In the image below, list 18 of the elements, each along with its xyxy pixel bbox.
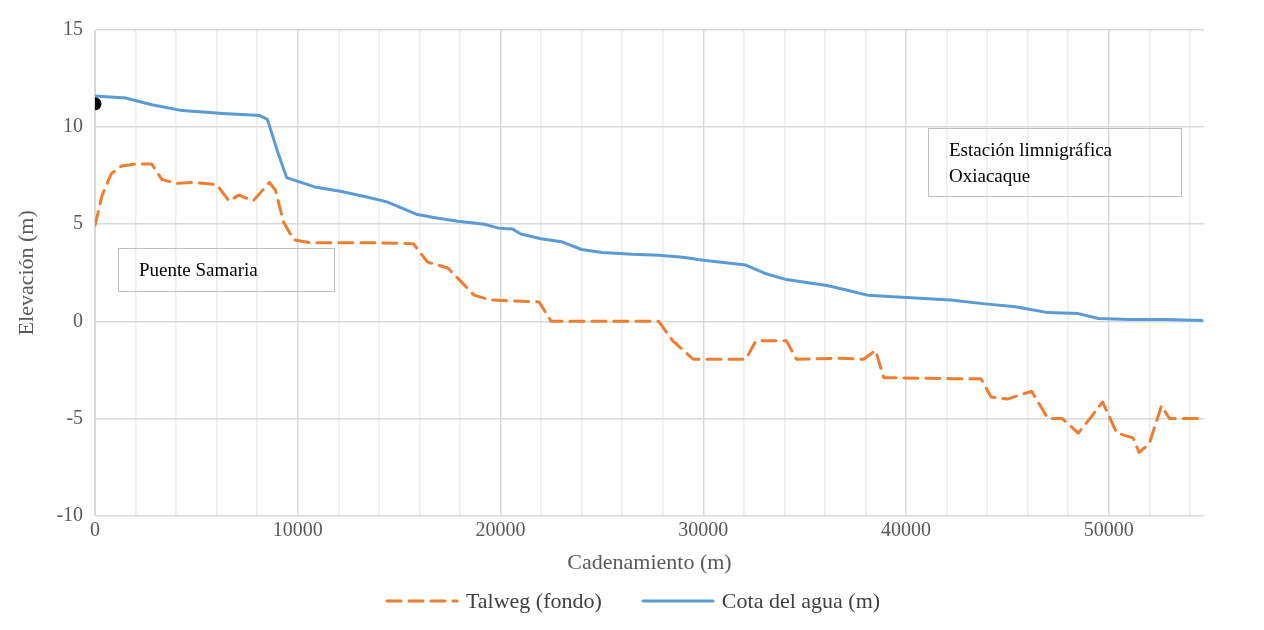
y-axis-title: Elevación (m) (12, 210, 38, 336)
x-tick-label: 10000 (272, 517, 323, 540)
y-tick-label: 15 (63, 17, 84, 40)
y-tick-label: -5 (66, 405, 84, 428)
legend-label: Talweg (fondo) (465, 588, 602, 614)
y-tick-label: 0 (73, 308, 84, 331)
legend-label: Cota del agua (m) (721, 588, 881, 614)
x-tick-label: 30000 (678, 517, 729, 540)
y-tick-label: 5 (73, 211, 84, 234)
x-axis-title: Cadenamiento (m) (567, 548, 732, 574)
x-tick-label: 0 (90, 517, 101, 540)
y-tick-label: 10 (63, 114, 84, 137)
text-box: Estación limnigráfica Oxiacaque (928, 128, 1182, 198)
x-tick-label: 20000 (475, 517, 526, 540)
y-tick-label: -10 (56, 502, 84, 525)
text-box: Puente Samaria (118, 248, 335, 292)
x-tick-label: 40000 (880, 517, 931, 540)
x-tick-label: 50000 (1083, 517, 1134, 540)
